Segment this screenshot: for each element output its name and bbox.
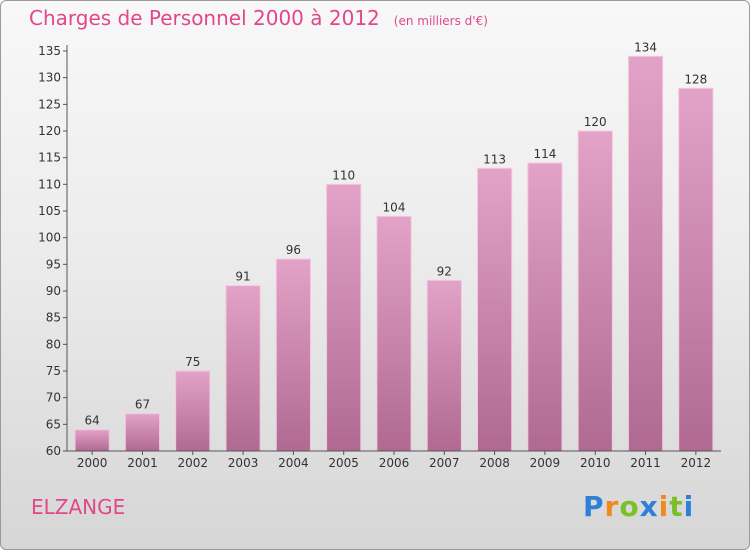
y-tick-label: 80 [46, 337, 61, 351]
x-tick-label: 2008 [479, 456, 510, 470]
commune-name: ELZANGE [31, 495, 126, 519]
logo-letter: i [658, 490, 670, 523]
y-tick-label: 100 [38, 231, 61, 245]
bar-value-label: 64 [85, 414, 100, 428]
bar [477, 167, 513, 452]
y-tick-label: 75 [46, 364, 61, 378]
bar [376, 215, 412, 452]
bar [426, 279, 462, 452]
y-tick-label: 70 [46, 391, 61, 405]
x-tick-label: 2003 [228, 456, 259, 470]
bar-value-label: 113 [483, 152, 506, 166]
x-tick-label: 2011 [630, 456, 661, 470]
bar-value-label: 91 [235, 270, 250, 284]
y-tick-label: 85 [46, 311, 61, 325]
y-tick-label: 95 [46, 257, 61, 271]
y-tick-label: 65 [46, 417, 61, 431]
x-tick-label: 2010 [580, 456, 611, 470]
y-tick-label: 110 [38, 177, 61, 191]
bar-value-label: 92 [437, 264, 452, 278]
bar-value-label: 120 [584, 115, 607, 129]
bar [678, 87, 714, 452]
chart-title: Charges de Personnel 2000 à 2012 (en mill… [29, 6, 488, 30]
logo-letter: i [683, 490, 695, 523]
logo-letter: P [583, 490, 605, 523]
bar [326, 183, 362, 452]
x-tick-label: 2009 [530, 456, 561, 470]
x-tick-label: 2001 [127, 456, 158, 470]
x-tick-label: 2005 [328, 456, 359, 470]
logo-letter: t [669, 490, 684, 523]
x-tick-label: 2006 [379, 456, 410, 470]
y-tick-label: 60 [46, 444, 61, 458]
x-tick-label: 2012 [681, 456, 712, 470]
bar [527, 162, 563, 452]
bar-value-label: 67 [135, 398, 150, 412]
x-tick-label: 2004 [278, 456, 309, 470]
y-tick-label: 130 [38, 71, 61, 85]
bar-value-label: 96 [286, 243, 301, 257]
bar [627, 55, 664, 452]
y-tick-label: 115 [38, 151, 61, 165]
bar [275, 258, 311, 452]
y-tick-label: 125 [38, 97, 61, 111]
bar [124, 413, 161, 452]
x-tick-label: 2002 [177, 456, 208, 470]
x-tick-label: 2000 [77, 456, 108, 470]
y-tick-label: 120 [38, 124, 61, 138]
y-tick-label: 105 [38, 204, 61, 218]
logo-letter: x [639, 490, 659, 523]
bar-value-label: 104 [383, 200, 406, 214]
bar-value-label: 75 [185, 355, 200, 369]
chart-subtitle: (en milliers d'€) [393, 14, 488, 28]
proxiti-logo: Proxiti [583, 490, 694, 523]
bar-value-label: 128 [684, 72, 707, 86]
logo-letter: r [604, 490, 620, 523]
bar [175, 370, 211, 452]
chart-title-text: Charges de Personnel 2000 à 2012 [29, 6, 380, 30]
y-tick-label: 90 [46, 284, 61, 298]
bar-value-label: 114 [533, 147, 556, 161]
x-tick-label: 2007 [429, 456, 460, 470]
y-tick-label: 135 [38, 44, 61, 58]
bar [577, 130, 613, 452]
bar [74, 429, 110, 452]
logo-letter: o [619, 490, 640, 523]
bar [225, 285, 261, 452]
bar-value-label: 110 [332, 168, 355, 182]
bar-value-label: 134 [634, 40, 657, 54]
